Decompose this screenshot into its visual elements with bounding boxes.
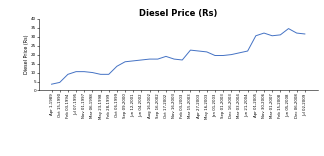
Title: Diesel Price (Rs): Diesel Price (Rs) bbox=[139, 9, 217, 18]
Y-axis label: Diesel Price (Rs): Diesel Price (Rs) bbox=[25, 35, 29, 74]
